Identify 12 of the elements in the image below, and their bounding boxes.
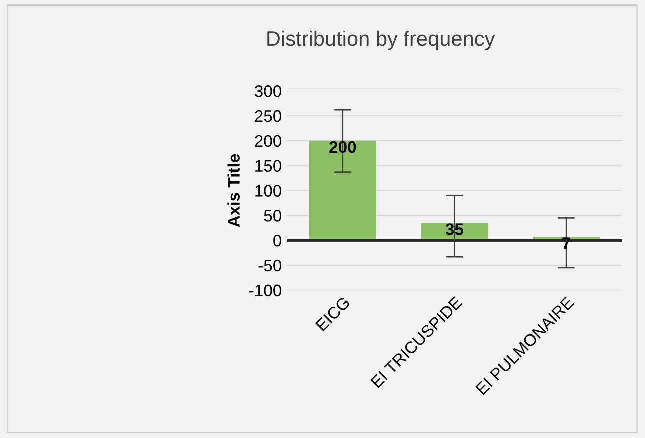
y-tick-label: 50	[264, 210, 282, 222]
y-tick-label: -50	[258, 260, 282, 272]
y-tick-label: -100	[250, 284, 282, 297]
y-tick-label: 150	[256, 160, 282, 172]
y-tick-label: 250	[255, 110, 282, 122]
chart-title: Distribution by frequency	[268, 30, 496, 50]
y-tick-label: 200	[255, 135, 282, 148]
y-tick-label: 0	[274, 234, 282, 247]
y-axis-title: Axis Title	[228, 154, 240, 228]
y-tick-label: 300	[254, 86, 282, 98]
bar	[309, 140, 376, 241]
y-tick-label: 100	[256, 185, 282, 197]
